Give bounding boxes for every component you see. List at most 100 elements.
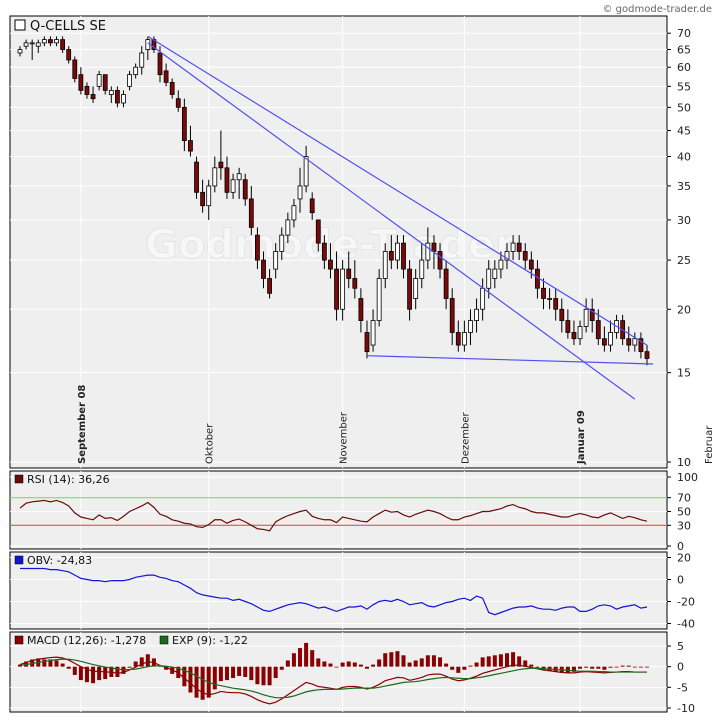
- rsi-series: [19, 499, 648, 532]
- candle: [632, 332, 638, 352]
- candle-body: [632, 338, 638, 346]
- obv-legend-swatch: [14, 555, 24, 565]
- chart-title: Q-CELLS SE: [30, 19, 106, 34]
- candle: [200, 179, 206, 213]
- macd-histogram-bar: [310, 650, 315, 667]
- candle: [169, 78, 175, 99]
- candle-body: [273, 251, 279, 270]
- candle-body: [413, 278, 419, 299]
- candle-body: [29, 42, 35, 45]
- candle: [218, 130, 224, 180]
- candle-body: [376, 278, 382, 321]
- macd-histogram-bar: [237, 666, 242, 676]
- macd-histogram-bar: [438, 657, 443, 667]
- candle: [455, 320, 461, 352]
- macd-legend-label: MACD (12,26): -1,278: [27, 634, 146, 647]
- exp-legend-swatch: [159, 635, 169, 645]
- month-label: Oktober: [205, 423, 216, 464]
- macd-histogram-bar: [486, 656, 491, 667]
- macd-histogram-bar: [407, 662, 412, 667]
- candle-body: [261, 259, 266, 279]
- candle-body: [486, 268, 492, 289]
- candle-body: [395, 242, 400, 261]
- macd-histogram-bar: [279, 666, 284, 670]
- candle-body: [321, 242, 327, 261]
- candle-body: [267, 278, 272, 294]
- candle-body: [528, 259, 534, 270]
- macd-histogram-bar: [261, 666, 266, 686]
- price-tick-label: 60: [677, 61, 691, 74]
- candle-body: [188, 140, 193, 152]
- candle: [370, 309, 376, 352]
- candle-body: [248, 198, 254, 228]
- macd-histogram-bar: [285, 660, 290, 667]
- macd-histogram-bar: [255, 666, 260, 685]
- candle: [547, 288, 553, 310]
- macd-histogram-bar: [340, 662, 345, 667]
- macd-histogram-bar: [103, 666, 108, 680]
- candle-body: [297, 185, 303, 200]
- month-axis: September 08 Oktober November Dezember Janua…: [77, 385, 715, 465]
- candle: [78, 67, 84, 95]
- candle: [194, 156, 199, 199]
- candle: [66, 46, 72, 64]
- candle-body: [461, 332, 467, 346]
- rsi-tick-label: 100: [677, 471, 698, 484]
- macd-histogram-bar: [304, 642, 309, 667]
- price-tick-label: 20: [677, 303, 691, 316]
- rsi-tick-label: 30: [677, 519, 691, 532]
- macd-histogram-bar: [504, 653, 509, 667]
- macd-histogram-bar: [182, 666, 187, 687]
- macd-histogram-bar: [84, 666, 89, 683]
- exp-signal-line: [19, 658, 647, 699]
- candle: [358, 288, 364, 333]
- candle: [589, 298, 595, 333]
- trendline: [147, 35, 648, 346]
- price-tick-label: 45: [677, 125, 691, 138]
- macd-histogram-bar: [139, 657, 144, 667]
- candle-body: [291, 205, 297, 221]
- macd-histogram-bar: [638, 666, 643, 668]
- candle: [468, 309, 473, 346]
- macd-histogram-bar: [322, 661, 327, 667]
- candle-body: [108, 89, 114, 95]
- obv-grid: [10, 557, 667, 624]
- macd-histogram-bar: [115, 666, 120, 677]
- candle: [236, 167, 242, 199]
- candle-body: [315, 219, 321, 244]
- candle-body: [169, 81, 175, 95]
- macd-histogram-bar: [291, 653, 296, 667]
- obv-series: [20, 567, 648, 616]
- candle-body: [84, 85, 90, 95]
- candle-body: [468, 320, 473, 333]
- candle: [267, 269, 272, 299]
- macd-histogram-bar: [523, 660, 528, 667]
- candle-body: [571, 332, 577, 340]
- candle: [303, 145, 309, 193]
- candle: [279, 227, 285, 261]
- candle-body: [425, 242, 431, 261]
- macd-histogram-bar: [224, 666, 229, 681]
- macd-histogram-bar: [419, 658, 424, 667]
- candle-body: [96, 74, 102, 87]
- candle: [181, 98, 187, 152]
- rsi-panel: [9, 470, 668, 550]
- macd-histogram-bar: [358, 664, 363, 667]
- candle-body: [516, 242, 522, 252]
- candle-body: [644, 351, 650, 359]
- macd-histogram-bar: [529, 664, 534, 667]
- macd-histogram-bar: [60, 663, 65, 667]
- macd-histogram-bar: [401, 655, 406, 667]
- macd-tick-label: 0: [677, 661, 684, 674]
- exp-legend-label: EXP (9): -1,22: [172, 634, 248, 647]
- rsi-tick-label: 0: [677, 540, 684, 553]
- price-legend-swatch: [14, 19, 26, 31]
- price-tick-label: 35: [677, 180, 691, 193]
- candle-body: [583, 308, 589, 327]
- macd-histogram-bar: [97, 666, 102, 681]
- candle: [17, 46, 23, 57]
- candle-body: [352, 278, 358, 289]
- candle: [419, 243, 425, 289]
- macd-histogram-bar: [535, 666, 540, 668]
- price-tick-label: 40: [677, 151, 691, 164]
